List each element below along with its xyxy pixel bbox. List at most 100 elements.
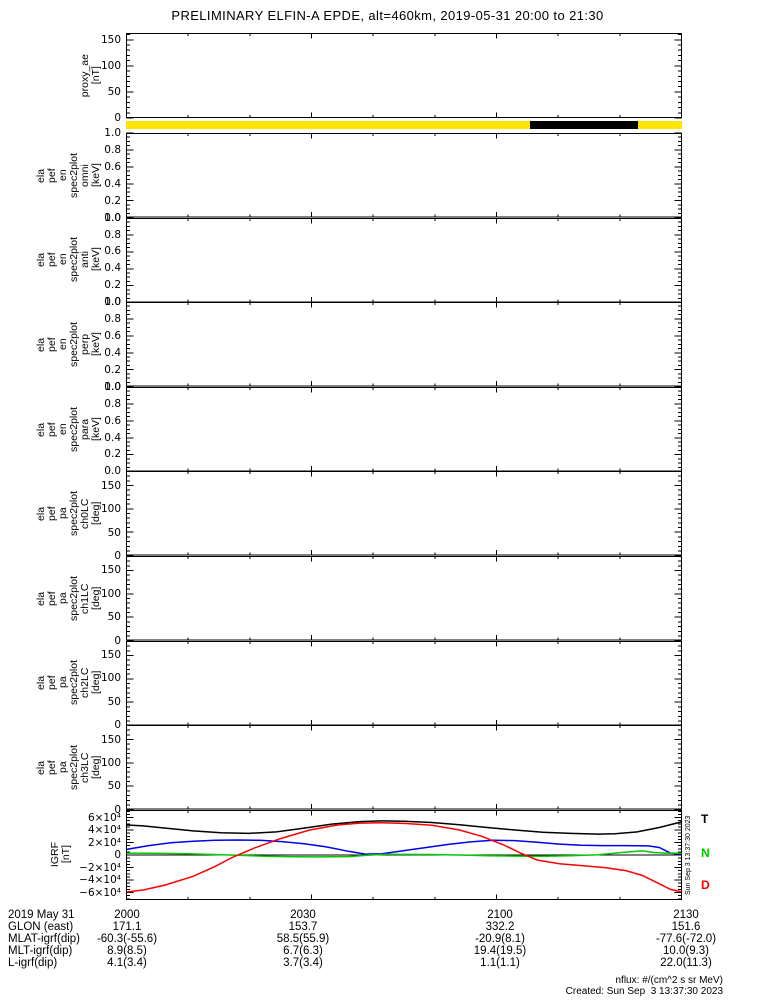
y-tick-label: 50 [107,526,121,539]
footer-row-label: 2019 May 31 [8,909,75,921]
footer-value: 332.2 [485,921,515,933]
y-tick-label: 6×10⁴ [87,811,121,824]
series-N [126,850,682,858]
y-tick-label: 50 [107,695,121,708]
mode-bar-segment [530,121,639,129]
y-tick-label: 1.0 [104,296,121,309]
footer-value: 6.7(6.3) [283,945,323,957]
y-tick-label: 4×10⁴ [87,824,121,836]
y-tick-label: 0.2 [104,448,121,461]
footer-value: 22.0(11.3) [660,957,712,969]
y-tick-label: 0.6 [104,414,121,427]
footer-value: -20.9(8.1) [475,933,525,945]
y-tick-label: 0.2 [104,279,121,292]
y-tick-label: 50 [107,85,121,98]
y-tick-label: 0 [114,803,121,816]
footer-value: 171.1 [112,921,142,933]
y-tick-label: 0.8 [104,228,121,241]
footer-value: 1.1(1.1) [480,957,520,969]
panel-ylabel-text: ela pef en spec2plot anti [keV] [35,237,102,283]
panel-label-pa-ch1lc: ela pef pa spec2plot ch1LC [deg] [8,556,102,641]
y-tick-label: 100 [100,59,121,72]
footer-value: 4.1(3.4) [107,957,147,969]
panel-label-en-para: ela pef en spec2plot para [keV] [8,387,102,472]
y-tick-label: 1.0 [104,211,121,224]
panel-IGRF [126,810,682,900]
plot-title: PRELIMINARY ELFIN-A EPDE, alt=460km, 201… [171,8,604,23]
y-tick-label: 0 [114,849,121,861]
panel-ela_pef_en_spec2plot_perp [126,301,682,388]
panel-ylabel-text: IGRF [nT] [49,842,72,868]
y-tick-label: 0.6 [104,160,121,173]
footer-row-mlat: MLAT-igrf(dip) -60.3(-55.6) 58.5(55.9) -… [0,933,775,945]
footer-row-lshell: L-igrf(dip) 4.1(3.4) 3.7(3.4) 1.1(1.1) 2… [0,957,775,969]
y-tick-label: 0 [114,719,121,732]
panel-ela_pef_pa_spec2plot_ch3LC [126,725,682,811]
footer-value: 3.7(3.4) [283,957,323,969]
panel-ela_pef_pa_spec2plot_ch1LC [126,555,682,642]
y-tick-label: 100 [100,587,121,600]
y-tick-label: 100 [100,503,121,516]
footer-value: 151.6 [671,921,701,933]
y-tick-label: 1.0 [104,380,121,393]
y-tick-label: 150 [100,479,121,492]
footer-row-label: MLT-igrf(dip) [8,945,73,957]
x-tick-label: 2100 [487,909,513,921]
footer-value: -77.6(-72.0) [655,933,717,945]
y-tick-label: 150 [100,564,121,577]
footer-row-label: GLON (east) [8,921,74,933]
x-tick-label: 2130 [673,909,699,921]
footer-value: 10.0(9.3) [662,945,710,957]
y-tick-label: 100 [100,757,121,770]
footer-value: 8.9(8.5) [107,945,147,957]
y-tick-label: 50 [107,611,121,624]
footer-row-time: 2019 May 31 2000 2030 2100 2130 [0,909,775,921]
y-tick-label: 0.6 [104,330,121,343]
panel-ylabel-text: ela pef pa spec2plot ch0LC [deg] [35,491,102,537]
panel-ela_pef_en_spec2plot_omni [126,132,682,219]
y-tick-label: 0.8 [104,313,121,326]
footer-row-mlt: MLT-igrf(dip) 8.9(8.5) 6.7(6.3) 19.4(19.… [0,945,775,957]
panel-ela_pef_pa_spec2plot_ch2LC [126,640,682,726]
series-T [126,820,682,835]
y-tick-label: 0.6 [104,245,121,258]
y-tick-label: 50 [107,780,121,793]
panel-label-pa-ch3lc: ela pef pa spec2plot ch3LC [deg] [8,725,102,810]
panel-label-igrf: IGRF [nT] [8,810,72,900]
y-tick-label: 0 [114,550,121,562]
panel-ylabel-text: ela pef en spec2plot para [keV] [35,406,102,452]
y-tick-label: 2×10⁴ [87,836,121,849]
y-tick-label: 150 [100,33,121,46]
panel-label-en-omni: ela pef en spec2plot omni [keV] [8,133,102,218]
panel-ela_pef_en_spec2plot_para [126,386,682,472]
panel-ylabel-text: ela pef en spec2plot perp [keV] [35,322,102,367]
y-tick-label: 100 [100,672,121,685]
x-tick-label: 2000 [114,909,140,921]
y-tick-label: 0.4 [104,177,121,190]
created-timestamp: Created: Sun Sep 3 13:37:30 2023 [565,986,723,997]
footer-value: -60.3(-55.6) [96,933,158,945]
footer-value: 58.5(55.9) [276,933,330,945]
y-tick-label: 0.0 [104,465,121,478]
series-label-n: N [701,846,710,860]
y-tick-label: 150 [100,649,121,662]
y-tick-label: −2×10⁴ [79,861,121,874]
y-tick-label: 0.0 [104,211,121,224]
x-tick-label: 2030 [290,909,316,921]
panel-ylabel-text: ela pef en spec2plot omni [keV] [35,152,102,198]
y-tick-label: 0 [114,112,121,124]
panel-proxy_ae [126,33,682,119]
footer-value: 19.4(19.5) [473,945,527,957]
panel-ylabel-text: ela pef pa spec2plot ch2LC [deg] [35,660,102,706]
y-tick-label: 0.8 [104,397,121,410]
y-tick-label: 0.8 [104,143,121,156]
mode-bar [126,121,682,129]
side-timestamp: Sun Sep 3 13:37:30 2023 [685,815,692,895]
y-tick-label: 0.2 [104,363,121,376]
y-tick-label: 0.4 [104,346,121,359]
panel-ela_pef_en_spec2plot_anti [126,217,682,303]
series-D [126,822,682,893]
panel-label-en-perp: ela pef en spec2plot perp [keV] [8,302,102,387]
panel-ylabel-text: ela pef pa spec2plot ch3LC [deg] [35,745,102,790]
y-tick-label: −6×10⁴ [79,886,121,899]
